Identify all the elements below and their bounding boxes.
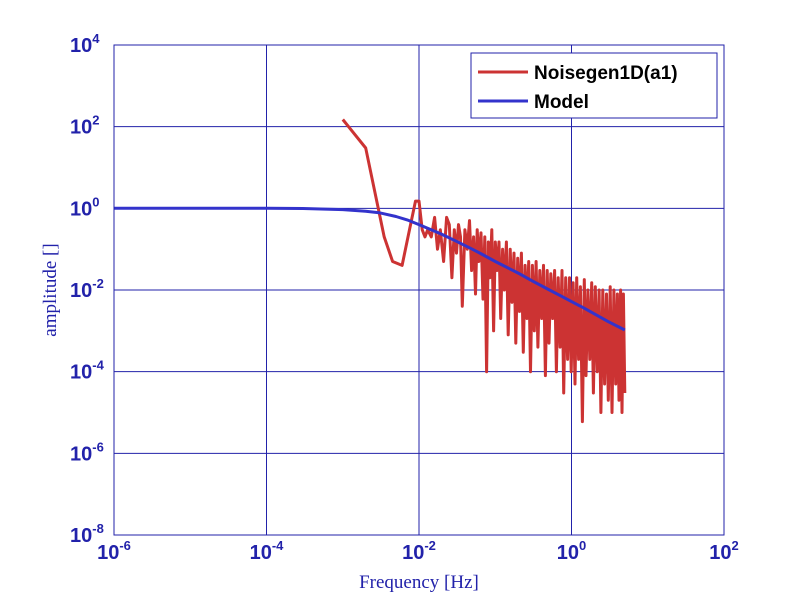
- y-tick-label: 104: [70, 31, 100, 57]
- series-line-noisegen: [341, 118, 627, 424]
- x-tick-exponent: -6: [119, 538, 131, 553]
- legend: Noisegen1D(a1) Model: [470, 52, 718, 119]
- plot-frame: [113, 44, 725, 536]
- legend-box: [470, 52, 718, 119]
- y-tick-exponent: -6: [92, 439, 104, 454]
- y-tick-base: 10: [70, 198, 92, 220]
- x-tick-exponent: -4: [272, 538, 284, 553]
- y-tick-label: 10-8: [70, 521, 104, 547]
- x-tick-exponent: 0: [579, 538, 586, 553]
- x-tick-label: 100: [557, 538, 586, 564]
- legend-label-noisegen: Noisegen1D(a1): [534, 63, 678, 84]
- y-tick-label: 10-4: [70, 358, 105, 384]
- x-tick-exponent: 2: [732, 538, 739, 553]
- x-axis-label: Frequency [Hz]: [359, 572, 479, 593]
- legend-label-model: Model: [534, 92, 589, 113]
- x-tick-base: 10: [557, 542, 579, 564]
- y-tick-base: 10: [70, 443, 92, 465]
- y-tick-base: 10: [70, 35, 92, 57]
- y-tick-exponent: -8: [92, 521, 104, 536]
- x-tick-label: 10-6: [97, 538, 131, 564]
- y-tick-base: 10: [70, 280, 92, 302]
- x-tick-base: 10: [97, 542, 119, 564]
- x-tick-exponent: -2: [424, 538, 436, 553]
- y-tick-base: 10: [70, 117, 92, 139]
- y-tick-exponent: 4: [92, 31, 100, 46]
- y-tick-base: 10: [70, 525, 92, 547]
- x-tick-label: 10-2: [402, 538, 436, 564]
- y-tick-exponent: -2: [92, 276, 104, 291]
- series-layer: [114, 118, 627, 424]
- y-tick-label: 10-2: [70, 276, 104, 302]
- y-tick-base: 10: [70, 362, 92, 384]
- y-tick-label: 100: [70, 194, 99, 220]
- x-tick-base: 10: [250, 542, 272, 564]
- series-line-model: [114, 206, 626, 332]
- x-tick-label: 10-4: [250, 538, 285, 564]
- x-tick-label: 102: [709, 538, 738, 564]
- y-tick-exponent: 0: [92, 194, 99, 209]
- y-tick-label: 102: [70, 113, 99, 139]
- x-tick-base: 10: [709, 542, 731, 564]
- x-tick-labels: 10-6 10-4 10-2 100 102: [97, 538, 739, 564]
- y-axis-label: amplitude []: [40, 243, 61, 336]
- y-tick-exponent: 2: [92, 113, 99, 128]
- x-tick-base: 10: [402, 542, 424, 564]
- y-tick-exponent: -4: [92, 358, 104, 373]
- y-tick-label: 10-6: [70, 439, 104, 465]
